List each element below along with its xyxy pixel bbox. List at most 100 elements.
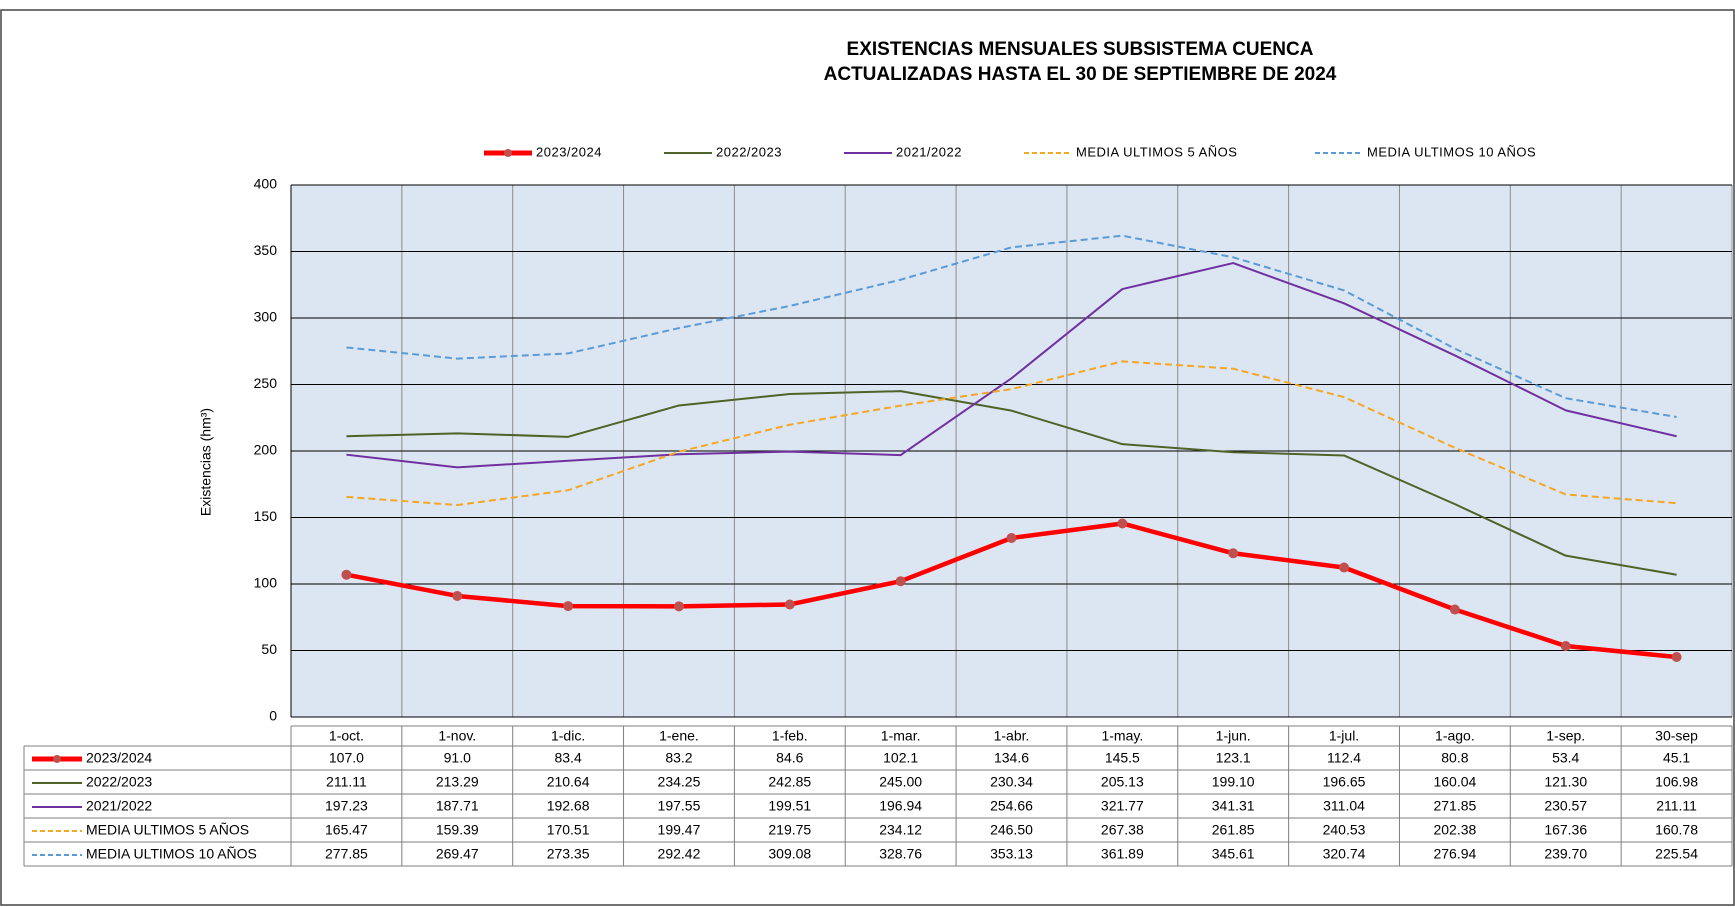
data-point [1117,518,1128,529]
x-tick-label: 1-ene. [659,728,699,744]
chart-subtitle: ACTUALIZADAS HASTA EL 30 DE SEPTIEMBRE D… [824,64,1337,85]
y-tick-label: 0 [269,708,277,724]
table-value: 187.71 [436,798,479,814]
data-point [341,569,352,580]
table-value: 160.04 [1433,774,1476,790]
table-value: 112.4 [1327,750,1361,766]
data-point [563,601,574,612]
x-tick-label: 1-jul. [1329,728,1359,744]
table-value: 245.00 [879,774,922,790]
data-point [1339,562,1350,573]
table-value: 353.13 [990,846,1033,862]
data-point [1671,652,1682,663]
table-value: 213.29 [436,774,479,790]
data-point [452,590,463,601]
y-tick-label: 300 [254,309,278,325]
table-value: 267.38 [1101,822,1144,838]
data-point [1449,604,1460,615]
y-tick-label: 200 [254,442,278,458]
table-row-label: MEDIA ULTIMOS 5 AÑOS [86,822,249,838]
table-value: 292.42 [658,846,701,862]
table-value: 199.47 [658,822,701,838]
table-value: 311.04 [1323,798,1365,814]
table-value: 159.39 [436,822,479,838]
table-value: 254.66 [990,798,1033,814]
table-value: 276.94 [1433,846,1476,862]
x-tick-label: 1-may. [1101,728,1143,744]
y-tick-label: 100 [254,575,278,591]
table-value: 230.34 [990,774,1033,790]
data-point [1560,640,1571,651]
table-value: 165.47 [325,822,368,838]
table-row-label: 2023/2024 [86,750,152,766]
legend-marker [53,755,61,763]
table-value: 192.68 [547,798,590,814]
table-value: 202.38 [1433,822,1476,838]
data-point [673,601,684,612]
table-value: 167.36 [1544,822,1587,838]
table-value: 341.31 [1212,798,1255,814]
series-line [346,234,1677,419]
y-axis-label: Existencias (hm³) [198,408,214,516]
table-value: 53.4 [1552,750,1579,766]
table-value: 197.55 [658,798,701,814]
table-value: 134.6 [994,750,1029,766]
table-value: 320.74 [1323,846,1366,862]
table-value: 269.47 [436,846,479,862]
legend-label: 2023/2024 [536,144,602,159]
y-tick-label: 350 [254,242,278,258]
y-tick-label: 250 [254,375,278,391]
table-value: 345.61 [1212,846,1255,862]
table-value: 80.8 [1441,750,1468,766]
table-value: 219.75 [768,822,811,838]
table-value: 45.1 [1663,750,1690,766]
x-tick-label: 30-sep [1655,728,1698,744]
table-value: 361.89 [1101,846,1144,862]
table-value: 261.85 [1212,822,1255,838]
x-tick-label: 1-abr. [994,728,1030,744]
y-tick-label: 50 [261,641,277,657]
table-value: 145.5 [1105,750,1140,766]
table-value: 321.77 [1101,798,1144,814]
x-tick-label: 1-sep. [1546,728,1585,744]
table-value: 102.1 [883,750,918,766]
table-row-label: MEDIA ULTIMOS 10 AÑOS [86,846,257,862]
table-value: 197.23 [325,798,368,814]
legend-label: MEDIA ULTIMOS 5 AÑOS [1076,144,1237,159]
table-value: 242.85 [768,774,811,790]
table-value: 107.0 [329,750,364,766]
table-value: 123.1 [1216,750,1251,766]
table-value: 246.50 [990,822,1033,838]
legend-label: 2021/2022 [896,144,962,159]
legend-label: 2022/2023 [716,144,782,159]
chart-title: EXISTENCIAS MENSUALES SUBSISTEMA CUENCA [847,39,1314,60]
table-value: 273.35 [547,846,590,862]
table-value: 121.30 [1544,774,1587,790]
y-tick-label: 150 [254,508,278,524]
table-value: 210.64 [547,774,590,790]
table-value: 225.54 [1655,846,1698,862]
table-value: 240.53 [1323,822,1366,838]
table-value: 234.25 [658,774,701,790]
x-tick-label: 1-mar. [881,728,921,744]
table-row-label: 2022/2023 [86,774,152,790]
table-value: 199.10 [1212,774,1255,790]
series-line [346,360,1677,507]
table-value: 106.98 [1655,774,1698,790]
table-value: 84.6 [776,750,803,766]
data-point [1228,548,1239,559]
table-value: 160.78 [1655,822,1698,838]
table-value: 205.13 [1101,774,1144,790]
table-value: 230.57 [1544,798,1587,814]
table-value: 234.12 [879,822,922,838]
table-value: 277.85 [325,846,368,862]
table-value: 271.85 [1433,798,1476,814]
table-value: 328.76 [879,846,922,862]
x-tick-label: 1-ago. [1435,728,1475,744]
table-value: 170.51 [547,822,590,838]
data-point [1006,532,1017,543]
table-value: 199.51 [768,798,811,814]
table-value: 211.11 [326,774,367,790]
x-tick-label: 1-dic. [551,728,585,744]
